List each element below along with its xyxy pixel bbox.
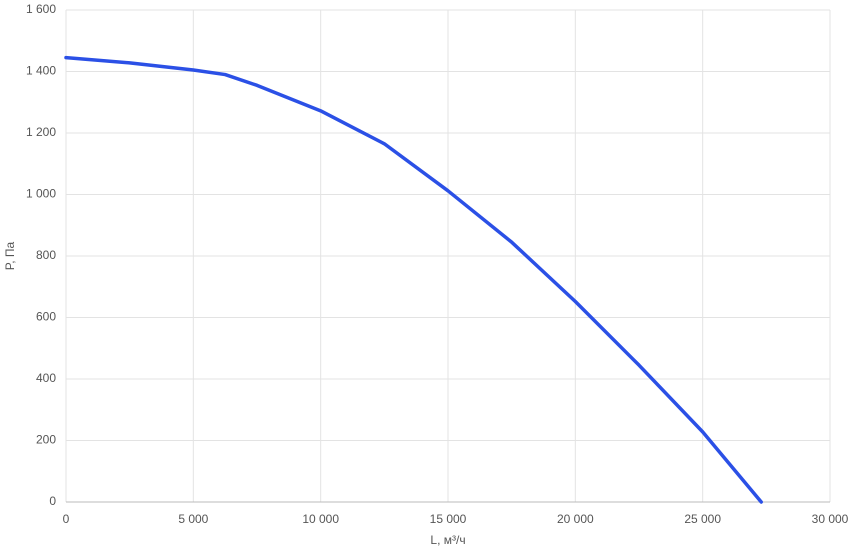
x-tick-label: 5 000 <box>178 512 208 526</box>
y-tick-label: 200 <box>36 433 56 447</box>
x-axis-label: L, м³/ч <box>430 533 465 547</box>
data-line <box>64 55 763 504</box>
y-tick-label: 1 200 <box>26 125 56 139</box>
y-tick-label: 1 400 <box>26 64 56 78</box>
x-tick-label: 15 000 <box>430 512 467 526</box>
y-axis-label: P, Па <box>3 241 17 270</box>
x-tick-label: 20 000 <box>557 512 594 526</box>
x-tick-label: 30 000 <box>812 512 849 526</box>
y-tick-label: 600 <box>36 310 56 324</box>
y-tick-label: 400 <box>36 371 56 385</box>
x-tick-label: 0 <box>63 512 70 526</box>
y-tick-label: 0 <box>49 494 56 508</box>
y-tick-label: 800 <box>36 248 56 262</box>
x-tick-label: 25 000 <box>684 512 721 526</box>
y-tick-label: 1 000 <box>26 187 56 201</box>
x-tick-label: 10 000 <box>302 512 339 526</box>
y-tick-label: 1 600 <box>26 2 56 16</box>
